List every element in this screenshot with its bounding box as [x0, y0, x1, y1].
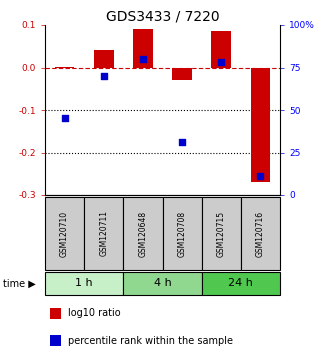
Bar [212, 32, 231, 68]
Bar [172, 68, 192, 80]
Text: GSM120716: GSM120716 [256, 210, 265, 257]
Bar [251, 68, 270, 182]
Text: GSM120711: GSM120711 [99, 211, 108, 257]
Bar [84, 197, 123, 270]
Bar [45, 272, 123, 295]
Text: log10 ratio: log10 ratio [68, 308, 121, 319]
Point [179, 139, 185, 145]
Bar [123, 197, 162, 270]
Bar [45, 197, 84, 270]
Title: GDS3433 / 7220: GDS3433 / 7220 [106, 10, 219, 24]
Bar [55, 67, 74, 68]
Bar [50, 335, 61, 346]
Point [101, 73, 106, 79]
Text: GSM120715: GSM120715 [217, 210, 226, 257]
Text: GSM120648: GSM120648 [138, 210, 147, 257]
Point [62, 116, 67, 121]
Text: percentile rank within the sample: percentile rank within the sample [68, 336, 233, 346]
Text: GSM120710: GSM120710 [60, 210, 69, 257]
Bar [202, 272, 280, 295]
Text: 24 h: 24 h [229, 279, 253, 289]
Bar [123, 272, 202, 295]
Bar [202, 197, 241, 270]
Bar [133, 29, 153, 68]
Text: time ▶: time ▶ [3, 279, 36, 289]
Point [219, 59, 224, 65]
Point [140, 56, 145, 62]
Point [258, 173, 263, 179]
Bar [94, 50, 114, 68]
Bar [241, 197, 280, 270]
Bar [50, 308, 61, 319]
Text: GSM120708: GSM120708 [178, 210, 187, 257]
Text: 4 h: 4 h [154, 279, 171, 289]
Bar [162, 197, 202, 270]
Text: 1 h: 1 h [75, 279, 93, 289]
